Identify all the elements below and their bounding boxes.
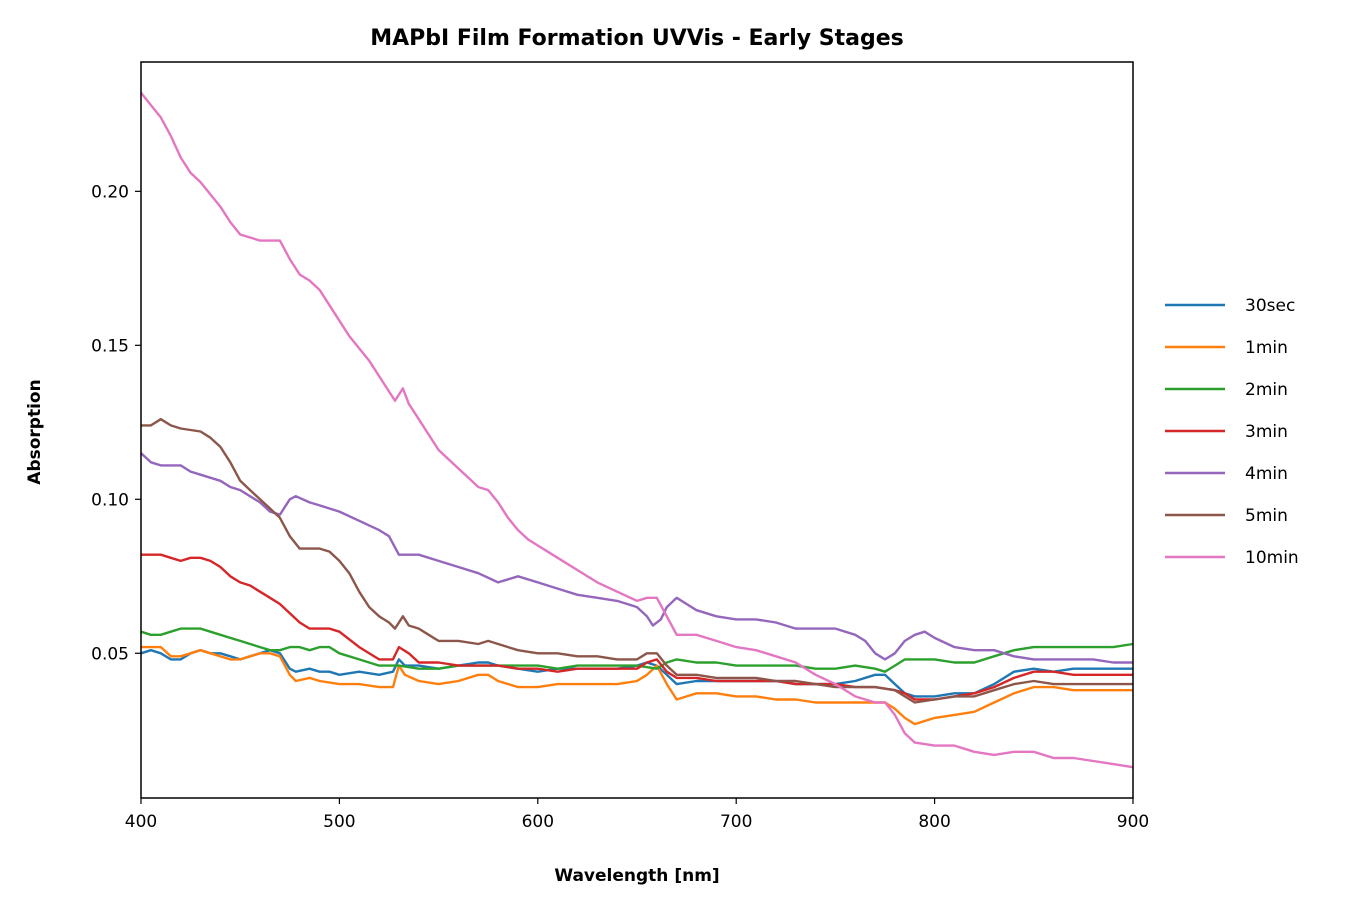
x-tick-label: 600 [522, 812, 554, 832]
y-tick-label: 0.10 [91, 490, 129, 510]
legend-label-4min: 4min [1245, 464, 1288, 484]
x-tick-label: 400 [125, 812, 157, 832]
x-tick-label: 700 [720, 812, 752, 832]
legend-label-5min: 5min [1245, 506, 1288, 526]
y-axis: 0.05 0.10 0.15 0.20 [91, 182, 141, 664]
series-line-4min [140, 452, 1133, 664]
plot-frame [140, 61, 1134, 799]
y-tick-label: 0.05 [91, 644, 129, 664]
series-line-2min [140, 627, 1134, 673]
legend: 30sec 1min 2min 3min 4min 5min 10min [1165, 296, 1299, 568]
y-axis-label: Absorption [25, 379, 45, 484]
legend-label-2min: 2min [1245, 380, 1288, 400]
x-tick-label: 900 [1117, 812, 1149, 832]
x-tick-label: 800 [918, 812, 950, 832]
legend-label-3min: 3min [1245, 422, 1288, 442]
legend-label-1min: 1min [1245, 338, 1288, 358]
series-line-10min [140, 92, 1134, 769]
x-axis: 400 500 600 700 800 900 [125, 798, 1149, 832]
series-line-3min [141, 553, 1133, 701]
chart-title: MAPbI Film Formation UVVis - Early Stage… [370, 26, 904, 51]
legend-label-10min: 10min [1245, 548, 1299, 568]
y-tick-label: 0.15 [91, 336, 129, 356]
legend-label-30sec: 30sec [1245, 296, 1295, 316]
series-line-1min [141, 645, 1133, 726]
x-axis-label: Wavelength [nm] [554, 866, 719, 886]
series-layer [140, 92, 1134, 769]
x-tick-label: 500 [323, 812, 355, 832]
series-line-5min [141, 418, 1133, 704]
y-tick-label: 0.20 [91, 182, 129, 202]
